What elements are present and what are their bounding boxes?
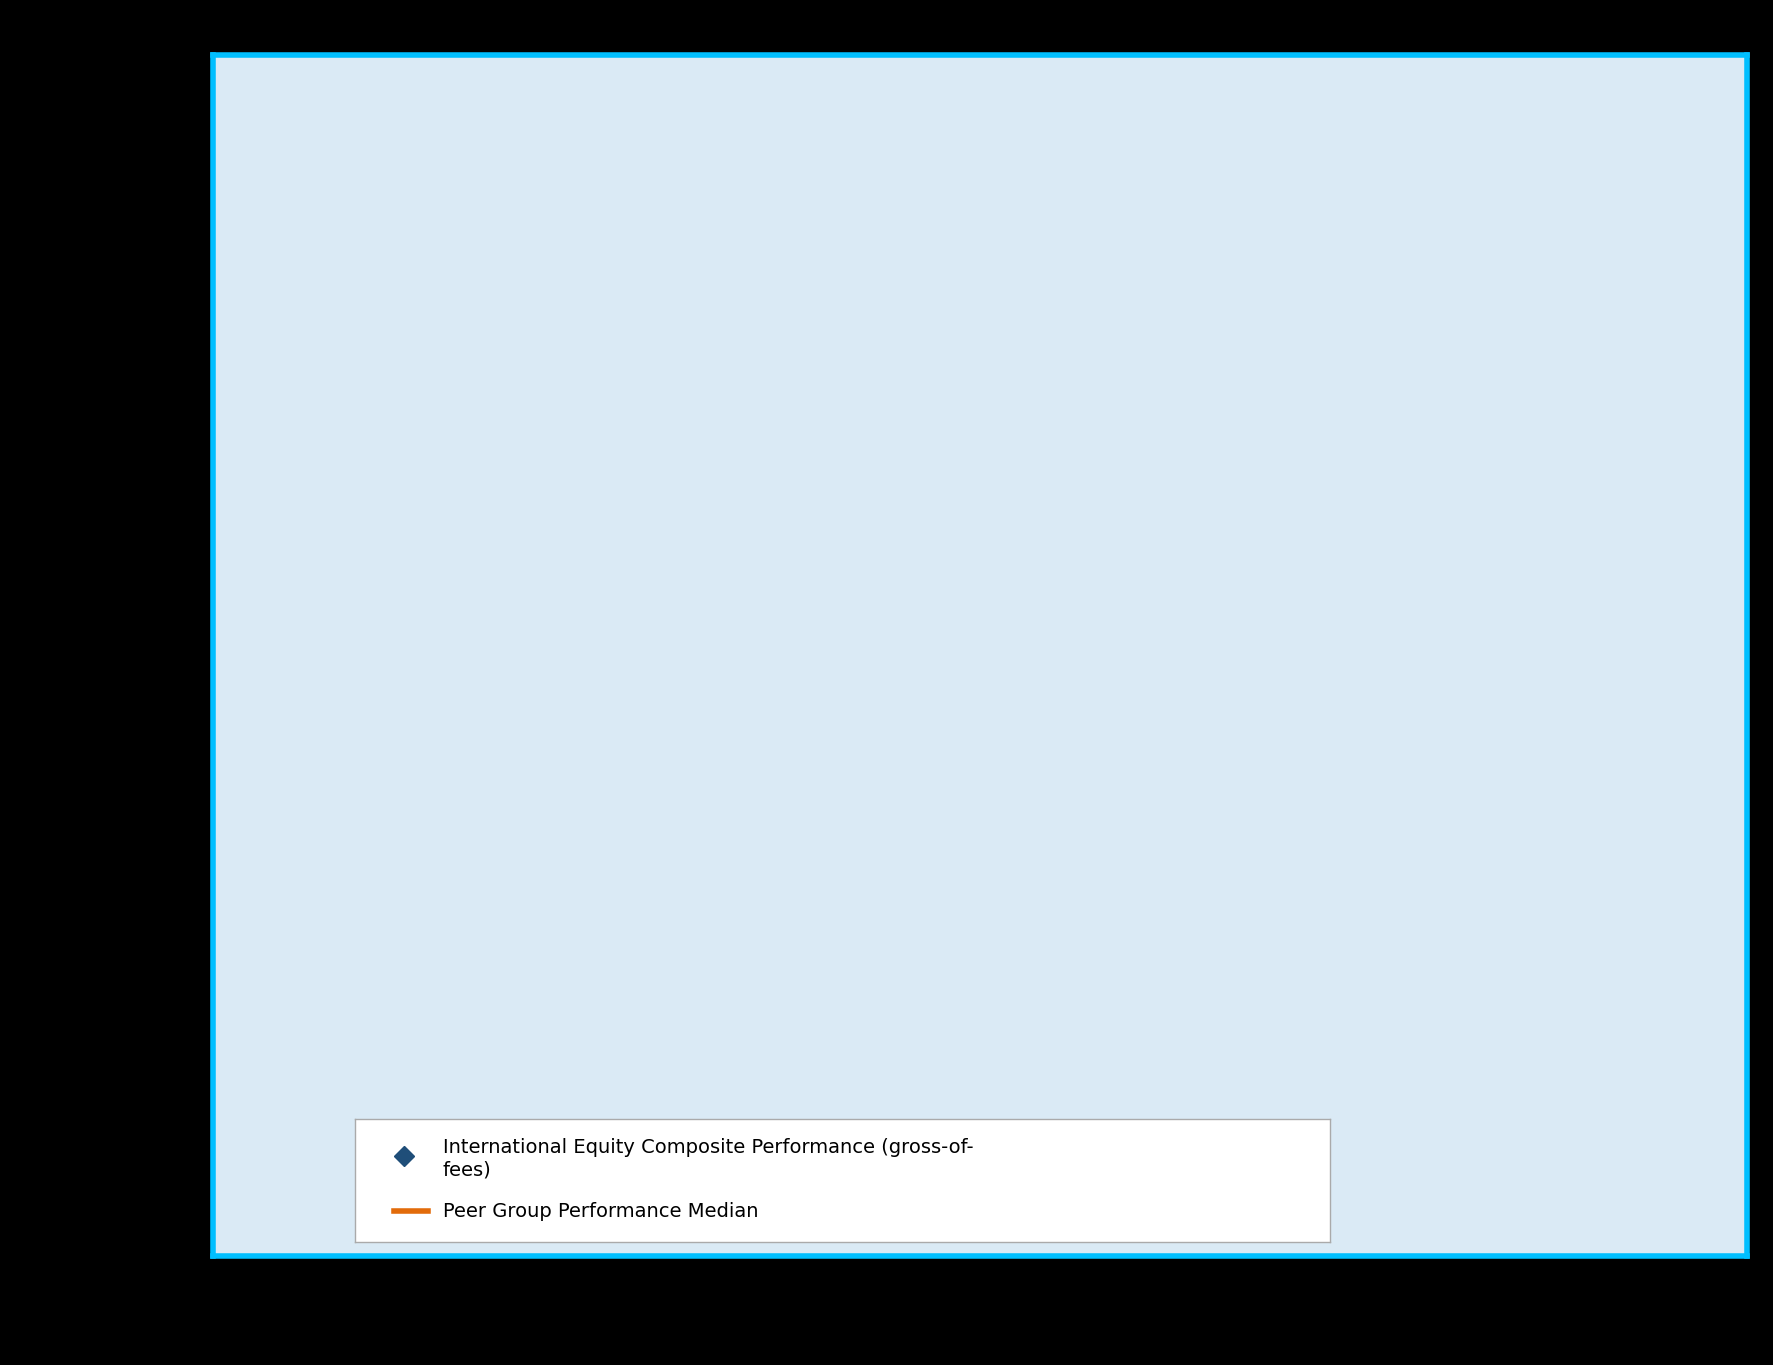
Bar [622,571,734,643]
Text: International Equity Composite Performance (gross-of-
fees): International Equity Composite Performan… [443,1138,973,1179]
Bar [901,715,1011,758]
Bar [601,354,755,786]
Text: Peer Group Performance Median: Peer Group Performance Median [443,1203,757,1220]
Bar [1457,599,1567,643]
Title: Peer Group Performance Comparison: Peer Group Performance Comparison [606,79,1362,113]
Bar [879,657,1032,874]
Bar [1158,541,1310,672]
Bar [1436,571,1589,672]
Bar [323,367,477,786]
Bar [1179,599,1289,657]
Bar [346,571,456,643]
